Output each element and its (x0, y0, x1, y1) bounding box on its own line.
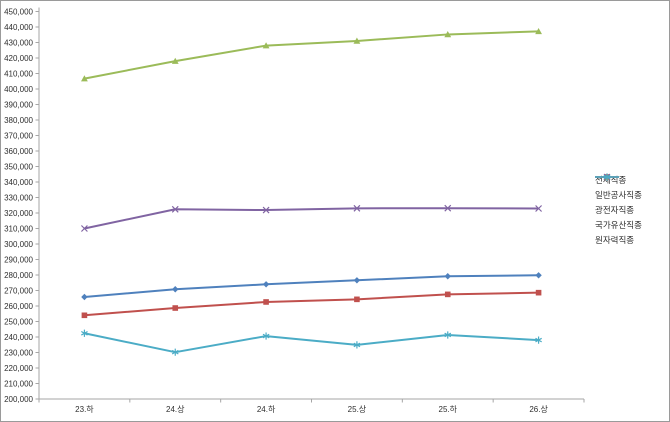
data-point (81, 293, 88, 301)
data-point (81, 329, 88, 337)
data-point (535, 289, 542, 296)
y-axis-label: 380,000 (4, 116, 33, 125)
data-point (444, 204, 452, 212)
legend-item: 일반공사직종 (595, 174, 642, 202)
data-point (171, 348, 179, 356)
data-point (444, 31, 452, 38)
data-point (444, 331, 452, 339)
data-point (262, 332, 270, 340)
y-axis-label: 450,000 (4, 7, 33, 16)
data-point (263, 299, 269, 305)
data-point (81, 312, 88, 319)
x-axis-label: 23.하 (75, 404, 94, 414)
data-point (535, 336, 542, 344)
x-axis-label: 25.상 (348, 404, 367, 414)
x-axis-label: 24.하 (257, 404, 276, 414)
data-point (353, 204, 361, 212)
legend-label: 일반공사직종 (595, 189, 642, 200)
y-axis-label: 240,000 (4, 333, 33, 342)
series-line-3 (83, 207, 540, 230)
data-point (444, 291, 451, 298)
series-line-2 (83, 30, 540, 80)
legend-marker-asterisk-icon (595, 173, 619, 181)
y-axis-label: 330,000 (4, 193, 33, 202)
y-axis-label: 370,000 (4, 131, 33, 140)
y-axis-label: 230,000 (4, 348, 33, 357)
y-axis-label: 210,000 (4, 379, 33, 388)
data-point (535, 27, 542, 35)
y-axis-label: 360,000 (4, 147, 33, 156)
data-point (353, 341, 361, 349)
legend-label: 광전자직종 (595, 204, 635, 215)
y-axis-label: 390,000 (4, 100, 33, 109)
y-axis-label: 270,000 (4, 286, 33, 295)
y-axis-label: 200,000 (4, 395, 33, 404)
y-axis-label: 430,000 (4, 38, 33, 47)
y-axis-label: 350,000 (4, 162, 33, 171)
data-point (81, 75, 88, 82)
data-point (171, 57, 179, 64)
data-point (172, 305, 179, 311)
y-axis-label: 290,000 (4, 255, 33, 264)
legend-label: 국가유산직종 (595, 219, 642, 230)
legend-item: 원자력직종 (595, 173, 642, 247)
y-axis-label: 250,000 (4, 317, 33, 326)
legend-label: 원자력직종 (595, 234, 635, 245)
legend-item: 국가유산직종 (595, 173, 642, 232)
data-point (444, 273, 451, 280)
data-point (353, 277, 361, 284)
data-point (262, 206, 270, 214)
y-axis-label: 260,000 (4, 302, 33, 311)
data-point (171, 205, 179, 213)
y-axis-label: 400,000 (4, 85, 33, 94)
y-axis-label: 320,000 (4, 209, 33, 218)
series-line-4 (83, 332, 540, 354)
data-point (354, 296, 360, 303)
y-axis-label: 280,000 (4, 271, 33, 280)
y-axis-label: 440,000 (4, 23, 33, 32)
y-axis-label: 310,000 (4, 224, 33, 233)
data-point (80, 225, 88, 232)
x-axis-label: 26.상 (529, 404, 548, 414)
y-axis-label: 340,000 (4, 178, 33, 187)
y-axis-label: 300,000 (4, 240, 33, 249)
y-axis-label: 220,000 (4, 364, 33, 373)
data-point (172, 286, 179, 293)
x-axis-label: 25.하 (439, 404, 458, 414)
data-point (262, 281, 270, 288)
series-line-0 (83, 274, 540, 299)
y-axis-label: 420,000 (4, 54, 33, 63)
data-point (353, 37, 361, 44)
data-point (535, 205, 543, 212)
x-axis-label: 24.상 (166, 404, 185, 414)
legend-label: 전체직종 (595, 174, 627, 185)
data-point (535, 272, 542, 279)
legend-item: 광전자직종 (595, 173, 642, 217)
y-axis-label: 410,000 (4, 69, 33, 78)
data-point (262, 42, 270, 49)
series-line-1 (83, 291, 540, 317)
